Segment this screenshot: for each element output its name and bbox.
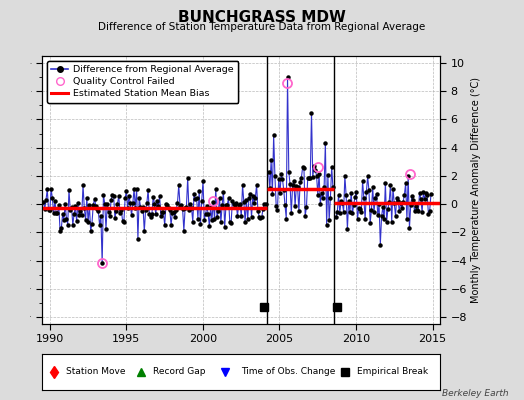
- Y-axis label: Monthly Temperature Anomaly Difference (°C): Monthly Temperature Anomaly Difference (…: [471, 77, 481, 303]
- Legend: Difference from Regional Average, Quality Control Failed, Estimated Station Mean: Difference from Regional Average, Qualit…: [47, 61, 238, 103]
- Text: BUNCHGRASS MDW: BUNCHGRASS MDW: [178, 10, 346, 25]
- Text: Time of Obs. Change: Time of Obs. Change: [241, 368, 335, 376]
- Text: Berkeley Earth: Berkeley Earth: [442, 389, 508, 398]
- Text: Record Gap: Record Gap: [154, 368, 206, 376]
- Text: Difference of Station Temperature Data from Regional Average: Difference of Station Temperature Data f…: [99, 22, 425, 32]
- Text: Station Move: Station Move: [66, 368, 125, 376]
- Text: Empirical Break: Empirical Break: [356, 368, 428, 376]
